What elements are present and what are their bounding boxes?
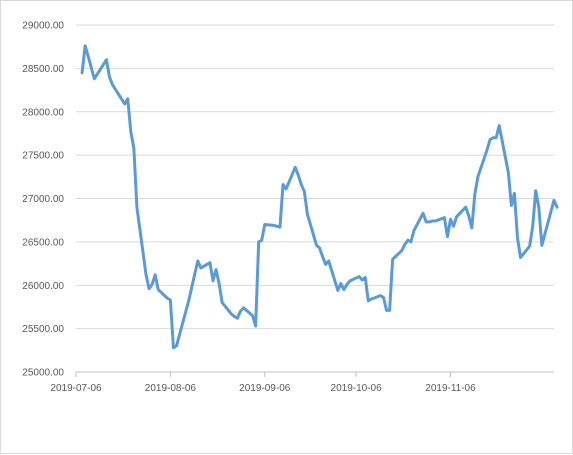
x-tick-label: 2019-11-06 <box>425 383 476 394</box>
series-line-0 <box>80 44 559 350</box>
x-tick-label: 2019-09-06 <box>239 383 291 394</box>
y-tick-label: 26000.00 <box>22 281 64 292</box>
x-tick-label: 2019-08-06 <box>145 383 197 394</box>
y-tick-label: 27000.00 <box>22 194 64 205</box>
x-tick-label: 2019-10-06 <box>331 383 383 394</box>
y-tick-label: 25000.00 <box>22 368 64 379</box>
y-tick-label: 28000.00 <box>22 107 64 118</box>
x-tick-label: 2019-07-06 <box>50 383 102 394</box>
y-tick-label: 27500.00 <box>22 151 64 162</box>
y-tick-label: 26500.00 <box>22 237 64 248</box>
y-tick-label: 25500.00 <box>22 324 64 335</box>
y-tick-label: 28500.00 <box>22 64 64 75</box>
y-tick-label: 29000.00 <box>22 21 64 32</box>
